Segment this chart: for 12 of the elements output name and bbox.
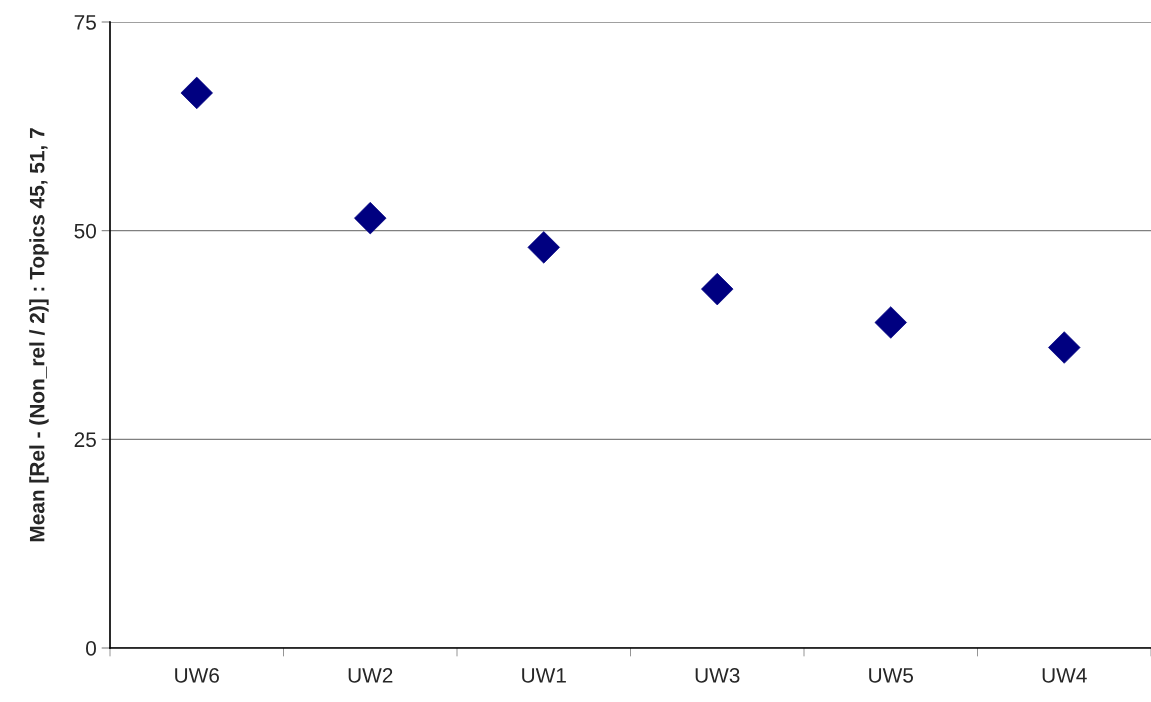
x-tick-label: UW6	[175, 667, 219, 683]
x-tick-label: UW2	[348, 667, 393, 683]
x-tick-label: UW1	[522, 668, 566, 683]
y-tick-label: 25	[74, 432, 96, 448]
x-tick-label: UW4	[1042, 668, 1087, 683]
y-axis-title: Mean [Rel - (Non_rel / 2)] : Topics 45, 51, 7	[29, 128, 49, 542]
point	[354, 201, 387, 235]
x-tick-label: UW5	[869, 668, 914, 683]
y-tick-label: 75	[74, 15, 96, 30]
x-tick-label: UW3	[695, 667, 740, 683]
y-tick-label: 0	[86, 641, 96, 656]
y-tick-label: 50	[74, 223, 96, 239]
